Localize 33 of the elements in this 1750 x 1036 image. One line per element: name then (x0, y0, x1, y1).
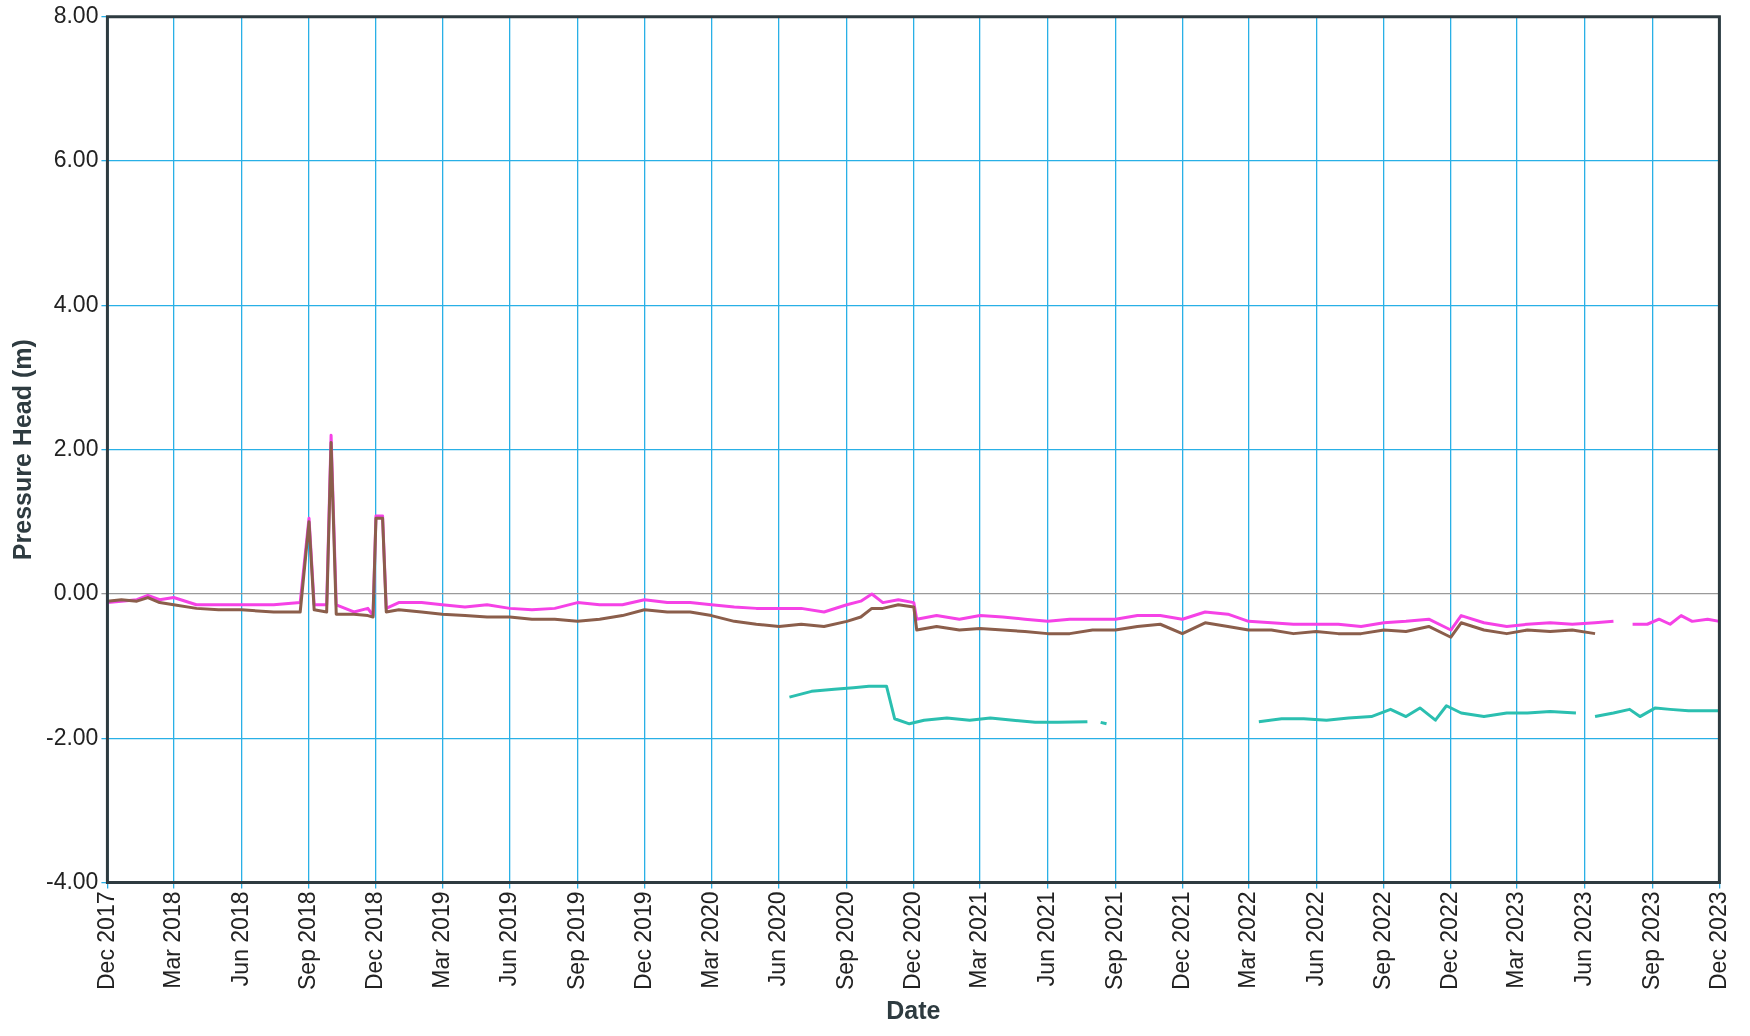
x-tick-label: Sep 2022 (1369, 891, 1396, 990)
x-tick-label: Mar 2022 (1233, 891, 1260, 989)
x-tick-label: Sep 2021 (1100, 891, 1127, 990)
x-tick-label: Sep 2023 (1637, 891, 1664, 990)
x-tick-label: Mar 2021 (965, 891, 992, 989)
x-tick-label: Mar 2023 (1502, 891, 1529, 989)
x-tick-label: Jun 2019 (495, 891, 522, 987)
x-tick-label: Mar 2018 (158, 891, 185, 989)
x-tick-label: Jun 2021 (1033, 891, 1060, 987)
y-tick-label: -2.00 (45, 723, 99, 750)
x-tick-label: Jun 2022 (1301, 891, 1328, 987)
x-tick-label: Dec 2023 (1704, 891, 1731, 990)
x-tick-label: Dec 2019 (629, 891, 656, 990)
y-tick-label: 2.00 (53, 435, 99, 461)
x-tick-label: Sep 2018 (294, 891, 321, 990)
x-axis-title: Date (886, 995, 941, 1024)
x-tick-label: Dec 2017 (92, 891, 119, 990)
x-tick-label: Jun 2023 (1570, 891, 1597, 987)
y-tick-label: 4.00 (53, 290, 99, 317)
y-tick-label: 8.00 (53, 2, 99, 29)
y-tick-label: 0.00 (53, 579, 99, 606)
x-tick-label: Dec 2021 (1167, 891, 1194, 990)
x-tick-label: Dec 2018 (361, 891, 388, 990)
x-tick-label: Sep 2020 (832, 891, 859, 990)
x-tick-label: Dec 2022 (1436, 891, 1463, 990)
x-tick-label: Dec 2020 (899, 891, 926, 990)
y-tick-label: 6.00 (53, 146, 99, 173)
x-tick-label: Mar 2020 (696, 891, 723, 989)
y-axis-title: Pressure Head (m) (7, 339, 36, 561)
x-tick-label: Mar 2019 (427, 891, 454, 989)
x-tick-label: Sep 2019 (562, 891, 589, 990)
x-tick-label: Jun 2020 (764, 891, 791, 987)
x-tick-label: Jun 2018 (226, 891, 253, 987)
